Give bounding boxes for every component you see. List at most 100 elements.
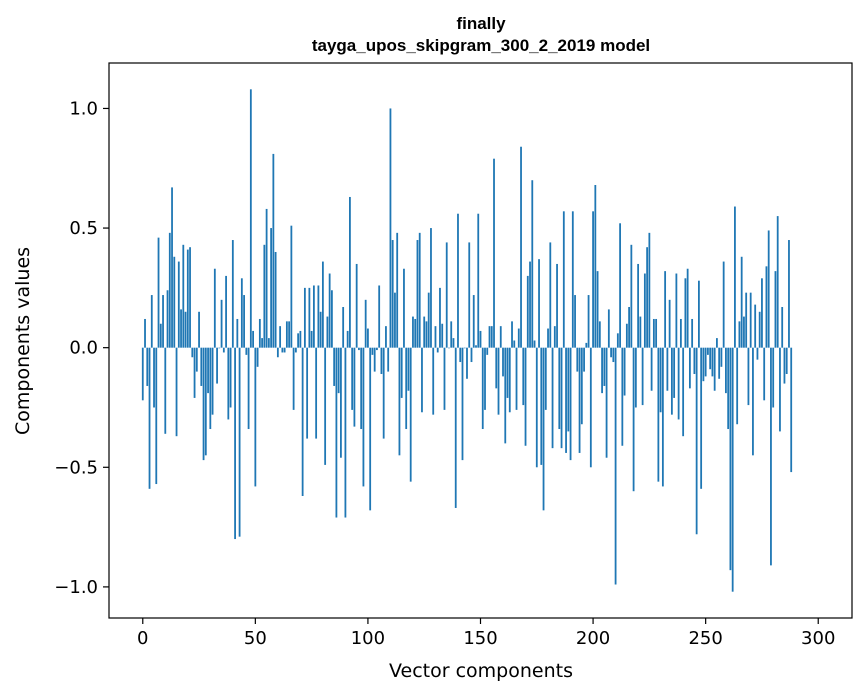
bar bbox=[173, 256, 176, 348]
bar bbox=[238, 347, 241, 537]
bar bbox=[716, 338, 718, 348]
x-tick-label: 300 bbox=[801, 628, 835, 649]
bar bbox=[531, 180, 534, 348]
bar bbox=[416, 240, 419, 348]
bar bbox=[736, 347, 739, 425]
bar bbox=[159, 323, 162, 348]
bar bbox=[544, 347, 547, 410]
bar bbox=[614, 347, 617, 585]
bar bbox=[297, 333, 300, 348]
bar bbox=[493, 158, 495, 348]
bar bbox=[718, 347, 721, 379]
x-tick-label: 0 bbox=[137, 628, 148, 649]
bar bbox=[249, 89, 252, 348]
bar bbox=[533, 340, 536, 348]
bar bbox=[583, 347, 585, 372]
bar bbox=[421, 347, 423, 413]
y-axis-ticks: −1.0 −0.5 0.0 0.5 1.0 bbox=[54, 98, 109, 598]
bar bbox=[628, 307, 630, 348]
bar bbox=[144, 318, 146, 348]
bar bbox=[231, 240, 234, 348]
bar bbox=[634, 347, 637, 408]
bar bbox=[335, 347, 338, 518]
bar bbox=[625, 323, 628, 348]
bar bbox=[195, 347, 198, 372]
bar bbox=[184, 311, 187, 348]
y-tick-label: 1.0 bbox=[69, 98, 98, 119]
bar bbox=[725, 347, 727, 394]
bar bbox=[380, 347, 383, 374]
bar bbox=[524, 347, 527, 446]
bar bbox=[153, 347, 155, 408]
bar bbox=[256, 347, 259, 367]
bar bbox=[432, 347, 435, 415]
bar bbox=[276, 347, 279, 358]
bar bbox=[245, 347, 248, 355]
bar bbox=[495, 347, 498, 389]
bar bbox=[673, 347, 676, 398]
bar bbox=[562, 211, 565, 348]
bar bbox=[423, 316, 426, 348]
bar bbox=[292, 347, 295, 410]
bar bbox=[443, 347, 446, 410]
x-axis-label: Vector components bbox=[389, 660, 573, 682]
bar bbox=[668, 299, 671, 348]
bar bbox=[772, 347, 775, 408]
bar bbox=[529, 261, 531, 348]
bar bbox=[321, 261, 324, 348]
bar bbox=[679, 318, 682, 348]
bar bbox=[171, 187, 173, 348]
bar bbox=[344, 347, 347, 518]
bar bbox=[247, 347, 250, 430]
bar bbox=[150, 295, 153, 348]
bar bbox=[526, 275, 529, 348]
bar bbox=[502, 347, 504, 377]
bar bbox=[394, 292, 396, 348]
bar bbox=[396, 232, 399, 348]
bar bbox=[385, 326, 387, 348]
bar bbox=[204, 347, 207, 456]
bar bbox=[155, 347, 158, 485]
bar bbox=[310, 330, 313, 348]
bar bbox=[229, 347, 232, 408]
bar bbox=[767, 230, 770, 348]
bar bbox=[427, 292, 430, 348]
bar bbox=[691, 318, 694, 348]
bar bbox=[700, 347, 703, 489]
bar bbox=[734, 206, 736, 348]
bar bbox=[252, 330, 254, 348]
bar bbox=[409, 347, 412, 482]
bar bbox=[450, 321, 453, 348]
bar bbox=[234, 347, 236, 540]
bar bbox=[180, 309, 182, 348]
bar bbox=[303, 287, 306, 348]
bar bbox=[193, 347, 196, 398]
bar bbox=[698, 280, 700, 348]
bar bbox=[781, 307, 784, 348]
bar bbox=[299, 330, 302, 348]
bar bbox=[709, 347, 712, 370]
bar bbox=[515, 347, 518, 410]
y-tick-label: −0.5 bbox=[54, 457, 98, 478]
bar bbox=[508, 347, 511, 413]
bar bbox=[342, 307, 345, 348]
bar bbox=[612, 347, 615, 363]
bar bbox=[337, 347, 340, 394]
bar bbox=[517, 328, 520, 348]
bar bbox=[580, 347, 583, 425]
bar bbox=[441, 323, 444, 348]
bar bbox=[596, 271, 599, 348]
bar bbox=[207, 347, 209, 394]
bar bbox=[639, 316, 642, 348]
bar bbox=[364, 299, 367, 348]
bar bbox=[779, 347, 781, 432]
bar bbox=[749, 292, 752, 348]
bar bbox=[695, 347, 698, 535]
bar bbox=[391, 240, 394, 348]
bar bbox=[285, 321, 288, 348]
bar bbox=[371, 347, 374, 355]
bar bbox=[549, 242, 552, 348]
bar bbox=[497, 347, 500, 415]
bar bbox=[707, 347, 709, 355]
